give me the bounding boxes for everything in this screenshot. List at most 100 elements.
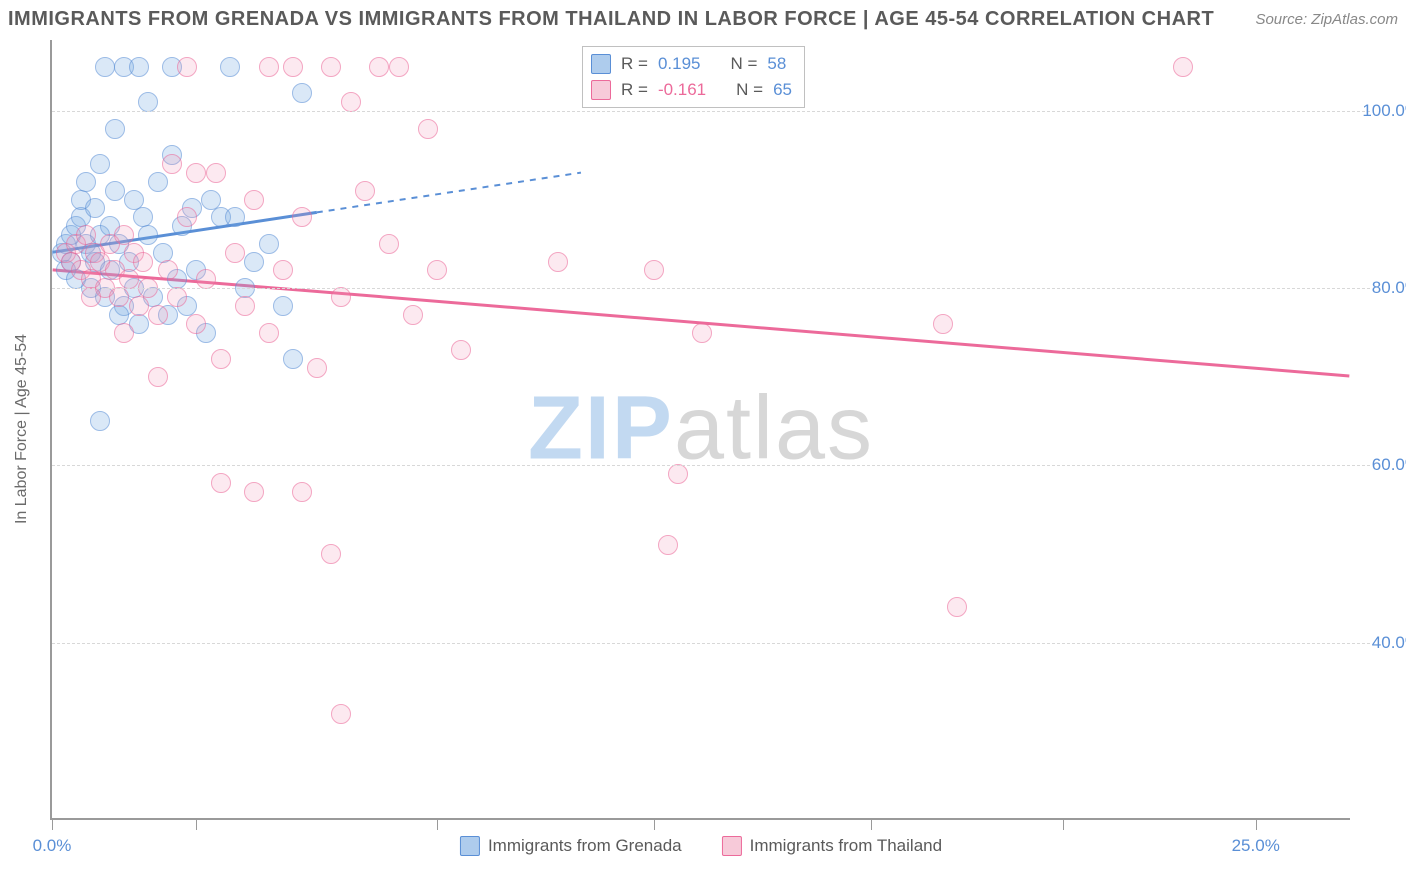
scatter-point-thailand bbox=[148, 305, 168, 325]
x-tick bbox=[196, 818, 197, 830]
r-value-grenada: 0.195 bbox=[658, 51, 701, 77]
scatter-point-thailand bbox=[206, 163, 226, 183]
correlation-legend: R = 0.195 N = 58 R = -0.161 N = 65 bbox=[582, 46, 805, 108]
scatter-point-thailand bbox=[1173, 57, 1193, 77]
scatter-point-thailand bbox=[273, 260, 293, 280]
watermark-atlas: atlas bbox=[674, 379, 874, 479]
x-tick bbox=[654, 818, 655, 830]
x-tick-label: 25.0% bbox=[1232, 836, 1280, 856]
scatter-point-grenada bbox=[95, 57, 115, 77]
scatter-point-grenada bbox=[105, 181, 125, 201]
scatter-point-thailand bbox=[427, 260, 447, 280]
scatter-point-thailand bbox=[548, 252, 568, 272]
n-label: N = bbox=[736, 77, 763, 103]
n-value-thailand: 65 bbox=[773, 77, 792, 103]
n-value-grenada: 58 bbox=[767, 51, 786, 77]
scatter-point-thailand bbox=[418, 119, 438, 139]
scatter-point-thailand bbox=[331, 704, 351, 724]
scatter-point-grenada bbox=[85, 198, 105, 218]
scatter-point-thailand bbox=[186, 314, 206, 334]
scatter-point-grenada bbox=[273, 296, 293, 316]
scatter-point-thailand bbox=[389, 57, 409, 77]
scatter-point-thailand bbox=[129, 296, 149, 316]
swatch-pink-icon bbox=[722, 836, 742, 856]
scatter-point-grenada bbox=[138, 225, 158, 245]
gridline bbox=[52, 643, 1370, 644]
scatter-point-thailand bbox=[177, 57, 197, 77]
y-tick-label: 100.0% bbox=[1362, 101, 1406, 121]
scatter-point-thailand bbox=[451, 340, 471, 360]
scatter-point-thailand bbox=[341, 92, 361, 112]
scatter-point-thailand bbox=[109, 287, 129, 307]
scatter-point-thailand bbox=[158, 260, 178, 280]
scatter-point-thailand bbox=[211, 473, 231, 493]
scatter-point-thailand bbox=[177, 207, 197, 227]
r-value-thailand: -0.161 bbox=[658, 77, 706, 103]
scatter-point-thailand bbox=[259, 323, 279, 343]
y-tick-label: 60.0% bbox=[1372, 455, 1406, 475]
legend-label-thailand: Immigrants from Thailand bbox=[750, 836, 942, 856]
source-label: Source: ZipAtlas.com bbox=[1255, 11, 1398, 28]
scatter-point-thailand bbox=[114, 323, 134, 343]
scatter-point-thailand bbox=[369, 57, 389, 77]
title-bar: IMMIGRANTS FROM GRENADA VS IMMIGRANTS FR… bbox=[8, 8, 1398, 31]
legend-row-grenada: R = 0.195 N = 58 bbox=[591, 51, 792, 77]
scatter-point-grenada bbox=[105, 119, 125, 139]
scatter-point-thailand bbox=[244, 482, 264, 502]
swatch-pink-icon bbox=[591, 80, 611, 100]
scatter-point-grenada bbox=[259, 234, 279, 254]
scatter-point-thailand bbox=[292, 482, 312, 502]
scatter-point-grenada bbox=[129, 57, 149, 77]
scatter-point-thailand bbox=[307, 358, 327, 378]
scatter-point-thailand bbox=[244, 190, 264, 210]
scatter-point-grenada bbox=[292, 83, 312, 103]
scatter-point-thailand bbox=[211, 349, 231, 369]
chart-title: IMMIGRANTS FROM GRENADA VS IMMIGRANTS FR… bbox=[8, 8, 1214, 31]
swatch-blue-icon bbox=[591, 54, 611, 74]
n-label: N = bbox=[730, 51, 757, 77]
scatter-point-thailand bbox=[403, 305, 423, 325]
scatter-point-thailand bbox=[321, 544, 341, 564]
trend-lines-svg bbox=[52, 40, 1350, 818]
scatter-point-thailand bbox=[196, 269, 216, 289]
scatter-point-thailand bbox=[167, 287, 187, 307]
scatter-point-grenada bbox=[76, 172, 96, 192]
scatter-point-thailand bbox=[133, 252, 153, 272]
x-tick bbox=[1063, 818, 1064, 830]
r-label: R = bbox=[621, 51, 648, 77]
scatter-point-thailand bbox=[162, 154, 182, 174]
legend-row-thailand: R = -0.161 N = 65 bbox=[591, 77, 792, 103]
x-tick bbox=[1256, 818, 1257, 830]
scatter-point-thailand bbox=[644, 260, 664, 280]
scatter-point-grenada bbox=[90, 411, 110, 431]
scatter-point-thailand bbox=[283, 57, 303, 77]
gridline bbox=[52, 111, 1370, 112]
scatter-point-grenada bbox=[283, 349, 303, 369]
y-axis-label: In Labor Force | Age 45-54 bbox=[13, 334, 31, 524]
bottom-legend: Immigrants from Grenada Immigrants from … bbox=[460, 836, 942, 856]
swatch-blue-icon bbox=[460, 836, 480, 856]
scatter-point-thailand bbox=[933, 314, 953, 334]
scatter-point-thailand bbox=[321, 57, 341, 77]
scatter-point-thailand bbox=[692, 323, 712, 343]
gridline bbox=[52, 465, 1370, 466]
scatter-point-thailand bbox=[225, 243, 245, 263]
scatter-point-grenada bbox=[220, 57, 240, 77]
legend-item-grenada: Immigrants from Grenada bbox=[460, 836, 682, 856]
legend-item-thailand: Immigrants from Thailand bbox=[722, 836, 942, 856]
scatter-point-thailand bbox=[186, 163, 206, 183]
scatter-point-thailand bbox=[947, 597, 967, 617]
scatter-point-thailand bbox=[355, 181, 375, 201]
scatter-point-thailand bbox=[81, 287, 101, 307]
gridline bbox=[52, 288, 1370, 289]
scatter-point-thailand bbox=[292, 207, 312, 227]
scatter-point-thailand bbox=[259, 57, 279, 77]
y-tick-label: 80.0% bbox=[1372, 278, 1406, 298]
x-tick bbox=[52, 818, 53, 830]
scatter-point-grenada bbox=[148, 172, 168, 192]
scatter-point-thailand bbox=[148, 367, 168, 387]
x-tick-label: 0.0% bbox=[33, 836, 72, 856]
scatter-point-grenada bbox=[90, 154, 110, 174]
scatter-point-thailand bbox=[235, 296, 255, 316]
plot-area: In Labor Force | Age 45-54 ZIPatlas R = … bbox=[50, 40, 1350, 820]
